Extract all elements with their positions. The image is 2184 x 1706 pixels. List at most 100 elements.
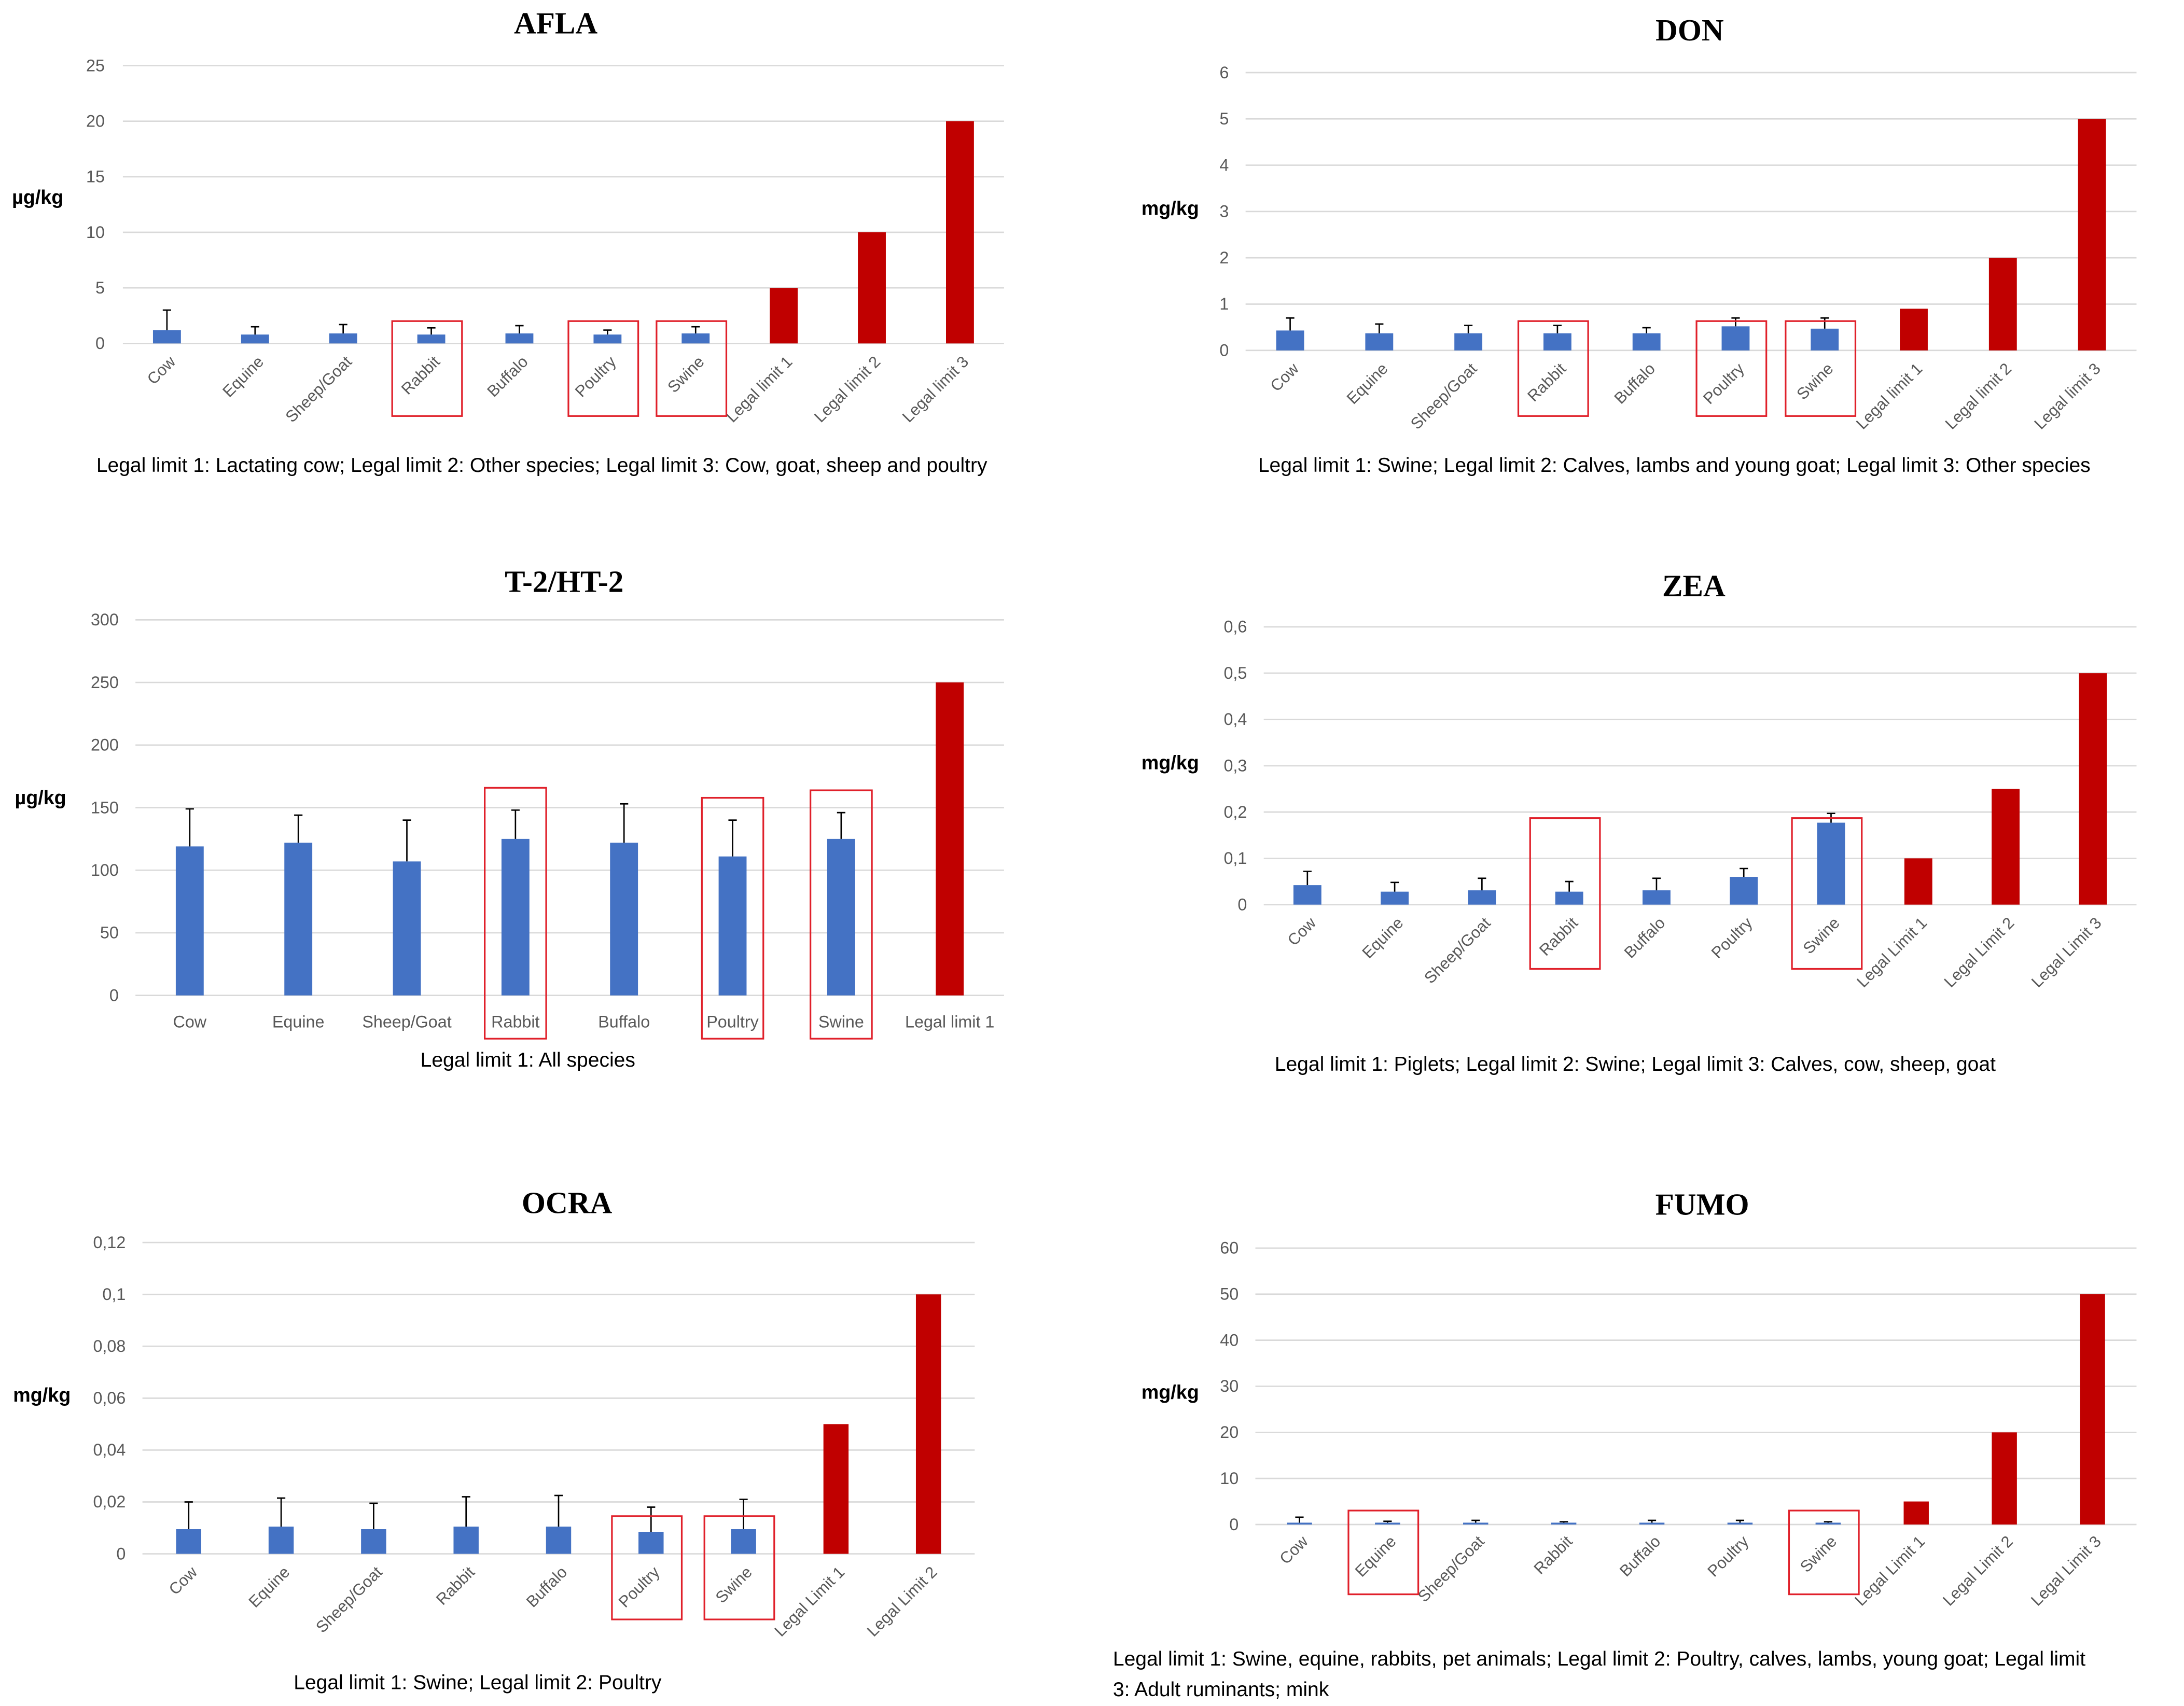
y-tick-label: 0,08	[93, 1337, 126, 1355]
x-tick-label: Swine	[1793, 359, 1837, 403]
data-bar	[1375, 1522, 1400, 1525]
data-bar	[1463, 1522, 1489, 1525]
y-tick-label: 50	[100, 924, 119, 942]
data-bar	[1468, 890, 1496, 905]
x-tick-label: Cow	[173, 1013, 207, 1031]
chart-afla: AFLA µg/kg 0 5 10 15 20 25 Cow Equine Sheep/Goat Ra…	[12, 6, 1004, 477]
y-axis-label: mg/kg	[1142, 198, 1199, 219]
x-tick-label: Legal Limit 2	[864, 1563, 941, 1640]
y-axis-label: µg/kg	[15, 787, 66, 808]
x-tick-label: Rabbit	[433, 1563, 478, 1609]
highlight-box	[1347, 1509, 1420, 1596]
data-bar	[546, 1527, 572, 1554]
data-bar	[268, 1527, 294, 1554]
x-tick-label: Equine	[219, 353, 267, 401]
highlight-box	[391, 320, 463, 417]
y-axis-label: mg/kg	[13, 1384, 71, 1406]
y-axis-label: µg/kg	[12, 186, 63, 208]
chart-caption: Legal limit 1: Lactating cow; Legal limi…	[96, 454, 987, 477]
data-bar	[1815, 1522, 1841, 1525]
data-bar	[827, 838, 855, 996]
x-tick-label: Swine	[664, 353, 707, 396]
data-bar	[453, 1527, 479, 1554]
x-tick-label: Legal limit 3	[899, 353, 972, 426]
data-bar	[1454, 333, 1483, 351]
chart-title: FUMO	[1656, 1187, 1749, 1221]
data-bar	[1555, 891, 1583, 905]
data-bar	[1551, 1522, 1577, 1525]
x-tick-label: Buffalo	[1611, 359, 1659, 407]
x-tick-label: Sheep/Goat	[362, 1013, 451, 1031]
y-axis-label: mg/kg	[1142, 751, 1199, 773]
x-tick-label: Equine	[1352, 1532, 1400, 1581]
chart-title: T-2/HT-2	[505, 565, 623, 599]
data-bar	[681, 333, 710, 344]
data-bar	[284, 843, 313, 996]
x-tick-label: Equine	[1343, 359, 1392, 408]
x-tick-label: Rabbit	[1530, 1532, 1576, 1577]
y-tick-label: 3	[1219, 202, 1229, 221]
x-tick-label: Sheep/Goat	[1421, 914, 1494, 987]
x-tick-label: Equine	[272, 1013, 325, 1031]
x-tick-label: Sheep/Goat	[282, 352, 355, 426]
y-tick-label: 0	[1229, 1515, 1239, 1534]
data-bar	[175, 846, 204, 996]
x-tick-label: Swine	[818, 1013, 864, 1031]
x-tick-label: Equine	[245, 1563, 294, 1611]
y-tick-label: 100	[91, 861, 119, 879]
y-tick-label: 150	[91, 798, 119, 817]
y-tick-label: 5	[1219, 109, 1229, 128]
x-tick-label: Poultry	[615, 1563, 663, 1611]
x-tick-label: Poultry	[1704, 1532, 1752, 1580]
x-tick-label: Swine	[712, 1563, 756, 1606]
x-tick-label: Cow	[1276, 1532, 1312, 1568]
x-tick-label: Sheep/Goat	[1407, 359, 1481, 433]
y-tick-label: 5	[95, 278, 105, 297]
data-bar	[1730, 877, 1758, 905]
x-tick-label: Rabbit	[491, 1013, 539, 1031]
data-bar	[417, 334, 446, 344]
data-bar	[1632, 333, 1661, 351]
chart-title: AFLA	[514, 6, 597, 40]
y-tick-label: 0,1	[1223, 849, 1247, 868]
x-tick-label: Legal Limit 1	[1853, 914, 1930, 991]
y-tick-label: 0,5	[1223, 664, 1247, 682]
y-tick-label: 40	[1220, 1331, 1239, 1349]
chart-don: DON mg/kg 0 1 2 3 4 5 6 Cow Equine Sheep/Goat Rabbit…	[1142, 13, 2137, 477]
x-tick-label: Legal limit 1	[722, 353, 796, 426]
x-tick-label: Cow	[144, 352, 179, 388]
highlight-box	[484, 787, 547, 1040]
chart-t2ht2: T-2/HT-2 µg/kg 0 50 100 150 200 250 300 Cow Equine…	[15, 565, 1004, 1071]
y-tick-label: 10	[1220, 1469, 1239, 1488]
chart-ocra: OCRA mg/kg 0 0,02 0,04 0,06 0,08 0,1 0,12 Cow Equi…	[13, 1186, 975, 1694]
x-tick-label: Rabbit	[1536, 914, 1581, 959]
legal-limit-bar	[823, 1424, 849, 1554]
y-tick-label: 0,02	[93, 1492, 126, 1511]
legal-limit-bar	[2079, 673, 2107, 905]
y-tick-label: 300	[91, 610, 119, 629]
legal-limit-bar	[915, 1294, 941, 1554]
y-tick-label: 0,06	[93, 1389, 126, 1407]
x-tick-label: Buffalo	[1616, 1532, 1664, 1580]
chart-caption: Legal limit 1: Swine; Legal limit 2: Pou…	[294, 1672, 662, 1694]
y-tick-label: 2	[1219, 248, 1229, 267]
x-tick-label: Poultry	[706, 1013, 759, 1031]
highlight-box	[701, 796, 764, 1040]
y-tick-label: 200	[91, 736, 119, 754]
highlight-box	[1517, 320, 1589, 417]
legal-limit-bar	[1992, 789, 2020, 905]
x-tick-label: Legal limit 1	[905, 1013, 994, 1031]
highlight-box	[567, 320, 639, 417]
y-tick-label: 0,1	[102, 1285, 126, 1304]
highlight-box	[1785, 320, 1857, 417]
y-tick-label: 0,04	[93, 1441, 126, 1459]
x-tick-label: Cow	[165, 1563, 201, 1599]
highlight-box	[1791, 817, 1863, 970]
chart-caption: Legal limit 1: Piglets; Legal limit 2: S…	[1275, 1053, 1996, 1075]
data-bar	[241, 334, 269, 344]
data-bar	[1727, 1522, 1753, 1525]
data-bar	[329, 333, 357, 344]
data-bar	[1543, 333, 1571, 351]
x-tick-label: Equine	[1359, 914, 1407, 962]
